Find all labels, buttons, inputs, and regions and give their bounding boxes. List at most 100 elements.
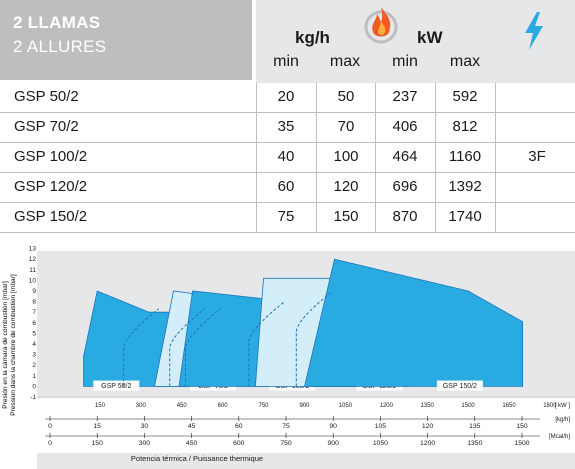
x-tick-label-kgh: 105 bbox=[375, 423, 387, 430]
low-fire-line bbox=[169, 308, 206, 387]
kgh-min: 60 bbox=[277, 178, 295, 195]
sub-kgh-max: max bbox=[329, 53, 361, 70]
y-tick-label: 11 bbox=[29, 267, 36, 274]
x-tick-label-mcal: 1350 bbox=[467, 440, 482, 447]
y-tick-label: 12 bbox=[29, 256, 37, 263]
kw-max: 592 bbox=[452, 88, 478, 105]
x-axis-unit-mcal: [Mcal/h] bbox=[549, 434, 570, 440]
x-tick-label-mcal: 1200 bbox=[420, 440, 435, 447]
x-tick-label-mcal: 300 bbox=[139, 440, 151, 447]
x-tick-label-kw: 1650 bbox=[502, 403, 516, 409]
flame-circle-icon bbox=[364, 7, 398, 44]
footer-bar bbox=[37, 453, 575, 469]
kw-max: 1740 bbox=[448, 208, 482, 225]
table-divider bbox=[316, 83, 317, 233]
header-gap bbox=[0, 80, 252, 83]
table-divider bbox=[375, 83, 376, 233]
x-axis-unit-kw: [ kW ] bbox=[555, 403, 571, 409]
table-row: GSP 150/2 75 150 870 1740 bbox=[0, 203, 575, 233]
x-axis-title: Potencia térmica / Puissance thermique bbox=[130, 454, 264, 463]
table-row: GSP 70/2 35 70 406 812 bbox=[0, 113, 575, 143]
x-tick-label-kgh: 0 bbox=[48, 423, 52, 430]
x-tick-label-kw: 150 bbox=[95, 403, 106, 409]
series-area bbox=[303, 258, 523, 387]
x-tick-label-mcal: 1050 bbox=[373, 440, 388, 447]
x-tick-label-kgh: 30 bbox=[141, 423, 149, 430]
burner-data-table: 2 LLAMAS 2 ALLURES kg/h kW min max min m… bbox=[0, 0, 575, 233]
kgh-max: 150 bbox=[333, 208, 359, 225]
kgh-max: 50 bbox=[337, 88, 355, 105]
x-tick-label-mcal: 450 bbox=[186, 440, 198, 447]
kw-max: 1392 bbox=[448, 178, 482, 195]
table-header-right: kg/h kW min max min max bbox=[256, 0, 575, 83]
y-tick-label: -1 bbox=[30, 394, 36, 401]
y-tick-label: 4 bbox=[32, 341, 36, 348]
x-tick-label-mcal: 900 bbox=[328, 440, 340, 447]
kw-max: 812 bbox=[452, 118, 478, 135]
kgh-min: 35 bbox=[277, 118, 295, 135]
low-fire-line bbox=[185, 308, 221, 387]
x-tick-label-kgh: 75 bbox=[282, 423, 290, 430]
series-label-box bbox=[93, 380, 140, 391]
model-name: GSP 70/2 bbox=[14, 118, 79, 135]
x-tick-label-kw: 750 bbox=[258, 403, 269, 409]
kgh-max: 120 bbox=[333, 178, 359, 195]
y-tick-label: 6 bbox=[32, 320, 36, 327]
unit-kw: kW bbox=[417, 28, 443, 47]
x-tick-label-kw: 300 bbox=[136, 403, 147, 409]
series-label-box bbox=[436, 380, 483, 391]
y-tick-label: 1 bbox=[32, 373, 36, 380]
sub-kgh-min: min bbox=[273, 53, 299, 70]
sub-kw-max: max bbox=[449, 53, 481, 70]
x-tick-label-kgh: 45 bbox=[188, 423, 196, 430]
electrical-phase: 3F bbox=[528, 148, 546, 165]
y-axis-label-es: Presión en la cámara de combustión [mbar… bbox=[2, 281, 9, 409]
kw-min: 464 bbox=[392, 148, 418, 165]
series-label: GSP 50/2 bbox=[101, 383, 131, 390]
kw-min: 696 bbox=[392, 178, 418, 195]
x-tick-label-kw: 1200 bbox=[380, 403, 394, 409]
x-tick-label-mcal: 150 bbox=[92, 440, 104, 447]
unit-kgh: kg/h bbox=[295, 28, 330, 47]
series-label: GSP 150/2 bbox=[443, 383, 477, 390]
y-tick-label: 9 bbox=[32, 288, 36, 295]
kw-min: 237 bbox=[392, 88, 418, 105]
x-tick-label-kgh: 90 bbox=[329, 423, 337, 430]
x-axis-unit-kgh: [kg/h] bbox=[555, 417, 570, 423]
table-divider bbox=[495, 83, 496, 233]
model-name: GSP 150/2 bbox=[14, 208, 88, 225]
x-tick-label-kw: 1050 bbox=[339, 403, 353, 409]
table-divider bbox=[256, 83, 257, 233]
title-line-2: 2 ALLURES bbox=[13, 37, 107, 56]
model-name: GSP 120/2 bbox=[14, 178, 88, 195]
y-tick-label: 7 bbox=[32, 309, 36, 316]
table-row: GSP 50/2 20 50 237 592 bbox=[0, 83, 575, 113]
x-tick-label-kw: 900 bbox=[299, 403, 310, 409]
y-tick-label: 0 bbox=[32, 383, 36, 390]
title-line-1: 2 LLAMAS bbox=[13, 13, 101, 32]
x-tick-label-kgh: 120 bbox=[422, 423, 434, 430]
kgh-max: 70 bbox=[337, 118, 355, 135]
kgh-min: 75 bbox=[277, 208, 295, 225]
x-tick-label-mcal: 1500 bbox=[514, 440, 529, 447]
x-tick-label-mcal: 750 bbox=[280, 440, 292, 447]
x-tick-label-kw: 450 bbox=[177, 403, 188, 409]
x-tick-label-kw: 600 bbox=[218, 403, 229, 409]
y-tick-label: 5 bbox=[32, 330, 36, 337]
kw-min: 406 bbox=[392, 118, 418, 135]
y-tick-label: 8 bbox=[32, 299, 36, 306]
y-tick-label: 10 bbox=[29, 277, 37, 284]
x-tick-label-kgh: 150 bbox=[516, 423, 528, 430]
y-tick-label: 2 bbox=[32, 362, 36, 369]
table-header-left: 2 LLAMAS 2 ALLURES bbox=[0, 0, 252, 80]
kgh-min: 40 bbox=[277, 148, 295, 165]
kw-max: 1160 bbox=[448, 148, 482, 165]
table-row: GSP 100/2 40 100 464 1160 bbox=[0, 143, 575, 173]
low-fire-line bbox=[123, 308, 159, 387]
x-tick-label-kw: 1350 bbox=[421, 403, 435, 409]
x-tick-label-mcal: 600 bbox=[233, 440, 245, 447]
x-tick-label-kw: 1800 bbox=[543, 403, 557, 409]
x-tick-label-kw: 1500 bbox=[461, 403, 475, 409]
model-name: GSP 100/2 bbox=[14, 148, 88, 165]
y-tick-label: 3 bbox=[32, 352, 36, 359]
